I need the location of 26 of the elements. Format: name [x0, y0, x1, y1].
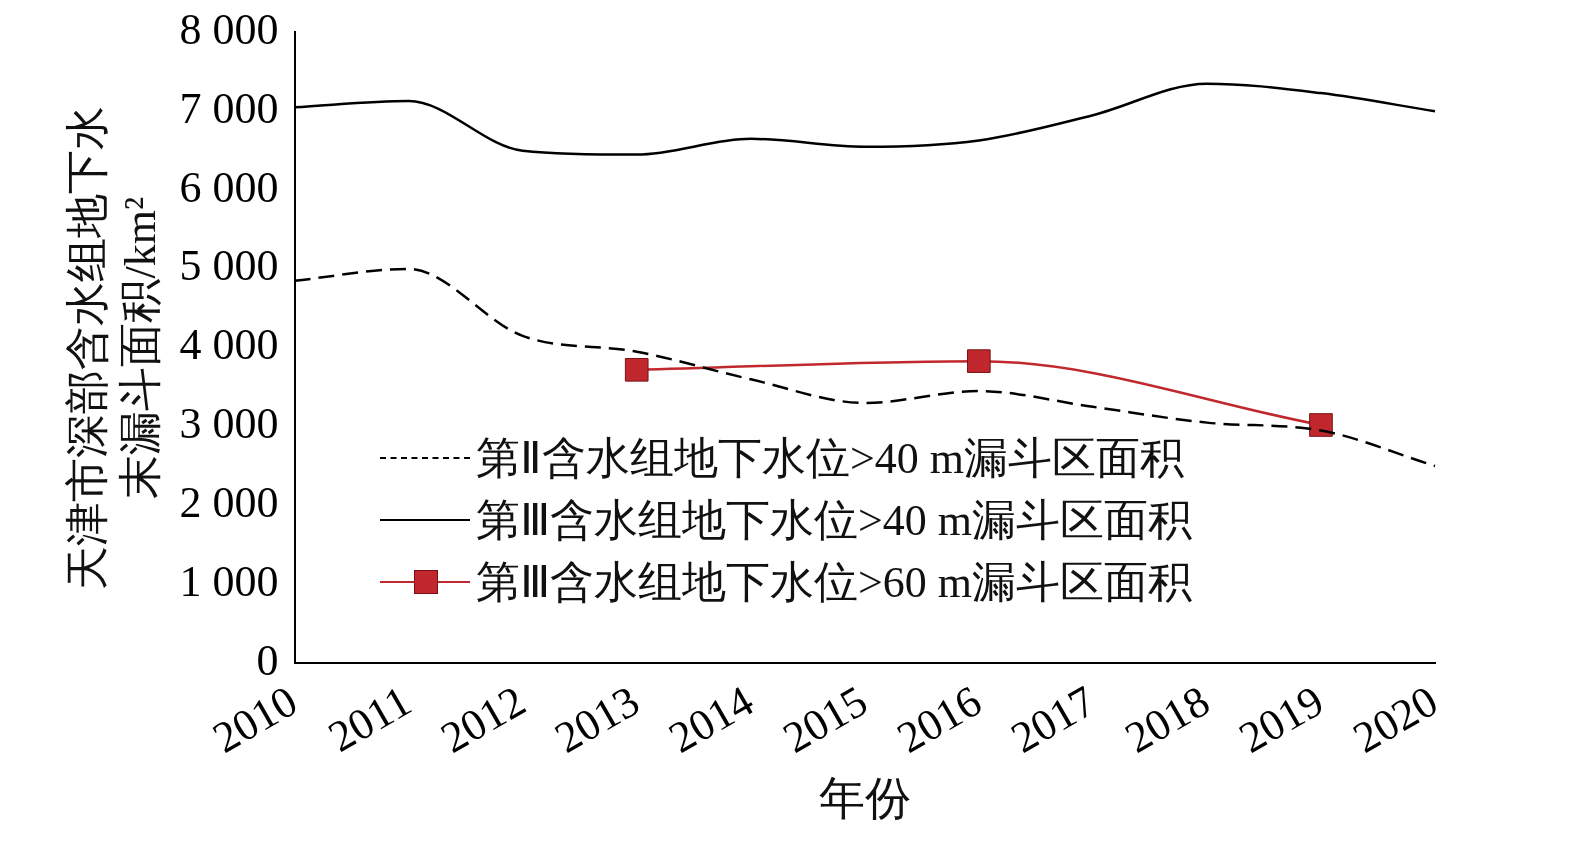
x-tick-label: 2020	[1345, 676, 1446, 763]
legend-label: 第Ⅲ含水组地下水位>40 m漏斗区面积	[476, 494, 1193, 547]
x-tick-label: 2011	[320, 676, 420, 762]
legend-label: 第Ⅲ含水组地下水位>60 m漏斗区面积	[476, 556, 1193, 609]
x-tick-label: 2019	[1231, 676, 1332, 763]
legend-label: 第Ⅱ含水组地下水位>40 m漏斗区面积	[476, 432, 1185, 485]
x-tick-label: 2013	[546, 676, 648, 763]
y-tick-label: 7 000	[179, 83, 279, 133]
point	[624, 358, 649, 382]
y-tick-label: 2 000	[179, 477, 279, 527]
y-axis-title: 天津市深部含水组地下水末漏斗面积/km²	[62, 105, 165, 590]
y-tick-label: 6 000	[179, 162, 279, 212]
x-tick-label: 2017	[1002, 676, 1104, 763]
x-tick-label: 2014	[660, 676, 762, 763]
y-tick-label: 3 000	[179, 399, 279, 449]
point	[1309, 413, 1333, 437]
x-tick-label: 2016	[888, 676, 990, 763]
x-axis-title: 年份	[818, 773, 911, 825]
y-tick-label: 5 000	[179, 241, 279, 291]
x-tick-label: 2018	[1117, 676, 1218, 763]
y-tick-label: 4 000	[179, 320, 279, 370]
y-tick-label: 1 000	[179, 556, 279, 606]
y-tick-label: 8 000	[179, 4, 279, 54]
x-tick-label: 2012	[432, 676, 534, 763]
x-tick-label: 2015	[774, 676, 876, 763]
point	[967, 349, 991, 373]
